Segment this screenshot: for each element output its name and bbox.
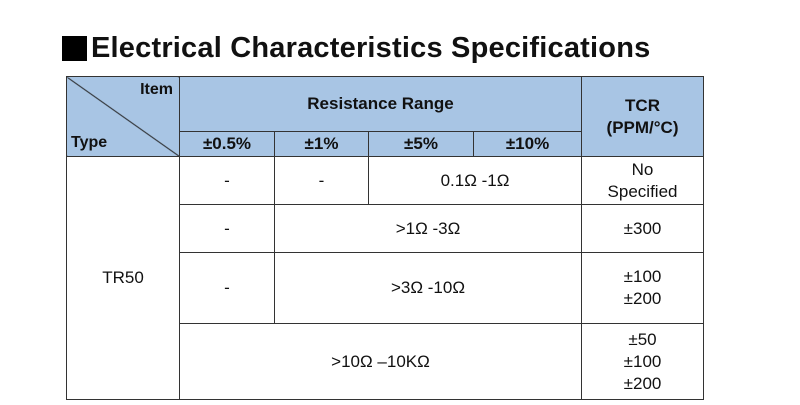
header-tolerance: ±10% <box>472 131 583 157</box>
tcr-value: ±100 <box>623 267 662 286</box>
tcr-value: Specified <box>607 181 678 201</box>
table-cell: - <box>179 252 275 324</box>
black-square-icon <box>62 36 87 61</box>
table-cell: - <box>179 156 275 205</box>
header-corner-cell: Item Type <box>66 76 180 157</box>
header-resistance-range: Resistance Range <box>178 76 583 132</box>
tcr-value: No <box>631 159 654 179</box>
table-row: - >3Ω -10Ω ±100 ±200 <box>67 252 705 324</box>
range-cell: >3Ω -10Ω <box>273 252 583 324</box>
header-tcr-line1: TCR <box>625 95 660 115</box>
tcr-value: ±300 <box>623 218 662 238</box>
range-cell: >1Ω -3Ω <box>273 204 583 253</box>
table-cell: - <box>274 156 369 205</box>
range-cell: >10Ω –10KΩ <box>178 323 583 400</box>
tcr-cell: No Specified <box>581 156 705 205</box>
tcr-cell: ±100 ±200 <box>581 252 705 324</box>
header-tcr-line2: (PPM/°C) <box>606 117 679 137</box>
header-tolerance: ±5% <box>368 131 474 157</box>
tcr-value: ±200 <box>623 373 662 393</box>
tcr-cell: ±50 ±100 ±200 <box>581 323 705 400</box>
table-row: - >1Ω -3Ω ±300 <box>67 204 705 253</box>
tcr-cell: ±300 <box>581 204 705 253</box>
table-row: TR50 - - 0.1Ω -1Ω No Specified <box>66 156 705 400</box>
header-type-label: Type <box>71 134 108 151</box>
header-tcr: TCR (PPM/°C) <box>581 76 705 157</box>
tcr-value: ±200 <box>623 289 662 308</box>
table-cell: - <box>179 204 275 253</box>
header-tolerance: ±0.5% <box>179 131 275 157</box>
spec-table: Item Type Resistance Range TCR (PPM/°C) … <box>66 76 705 400</box>
header-tolerance: ±1% <box>274 131 369 157</box>
tcr-value: ±100 <box>623 351 662 371</box>
header-item-label: Item <box>140 81 173 98</box>
page-title: Electrical Characteristics Specification… <box>62 32 650 65</box>
table-row: >10Ω –10KΩ ±50 ±100 ±200 <box>67 323 705 400</box>
title-text: Electrical Characteristics Specification… <box>91 32 651 64</box>
tcr-value: ±50 <box>628 329 657 349</box>
type-cell: TR50 <box>66 156 180 400</box>
range-cell: 0.1Ω -1Ω <box>367 156 583 205</box>
